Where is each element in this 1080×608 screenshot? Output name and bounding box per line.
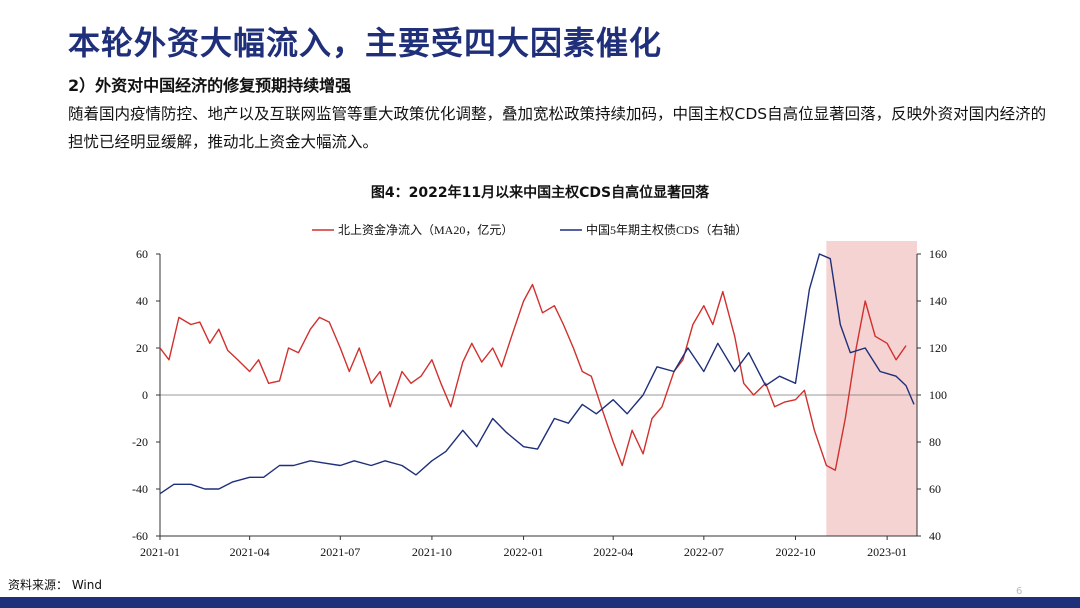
y-right-tick-label: 120 bbox=[929, 341, 947, 355]
y-left-tick-label: 40 bbox=[136, 294, 148, 308]
x-tick-label: 2021-07 bbox=[320, 545, 360, 559]
legend-label: 北上资金净流入（MA20，亿元） bbox=[338, 222, 513, 237]
footer-bar bbox=[0, 597, 1080, 608]
section-subtitle: 2）外资对中国经济的修复预期持续增强 bbox=[68, 76, 352, 95]
x-tick-label: 2022-01 bbox=[504, 545, 544, 559]
x-tick-label: 2021-04 bbox=[230, 545, 270, 559]
figure-title: 图4：2022年11月以来中国主权CDS自高位显著回落 bbox=[370, 185, 710, 201]
y-left-tick-label: 60 bbox=[136, 247, 148, 261]
x-tick-label: 2021-01 bbox=[140, 545, 180, 559]
page-number: 6 bbox=[1016, 586, 1023, 597]
body-paragraph: 随着国内疫情防控、地产以及互联网监管等重大政策优化调整，叠加宽松政策持续加码，中… bbox=[68, 105, 1047, 151]
y-left-tick-label: -60 bbox=[132, 529, 148, 543]
y-left-tick-label: 0 bbox=[142, 388, 148, 402]
data-source: 资料来源： Wind bbox=[8, 578, 102, 592]
y-right-tick-label: 160 bbox=[929, 247, 947, 261]
x-tick-label: 2021-10 bbox=[412, 545, 452, 559]
y-left-tick-label: 20 bbox=[136, 341, 148, 355]
x-tick-label: 2023-01 bbox=[867, 545, 907, 559]
series-line-cds bbox=[159, 253, 915, 495]
y-right-tick-label: 40 bbox=[929, 529, 941, 543]
y-right-tick-label: 60 bbox=[929, 482, 941, 496]
series-line-northbound-flow bbox=[159, 283, 907, 471]
x-tick-label: 2022-10 bbox=[775, 545, 815, 559]
y-left-tick-label: -20 bbox=[132, 435, 148, 449]
y-left-tick-label: -40 bbox=[132, 482, 148, 496]
x-tick-label: 2022-07 bbox=[684, 545, 724, 559]
y-right-tick-label: 140 bbox=[929, 294, 947, 308]
slide-title: 本轮外资大幅流入，主要受四大因素催化 bbox=[68, 24, 663, 62]
highlight-band bbox=[826, 241, 917, 536]
y-right-tick-label: 80 bbox=[929, 435, 941, 449]
x-tick-label: 2022-04 bbox=[593, 545, 633, 559]
legend-label: 中国5年期主权债CDS（右轴） bbox=[586, 222, 747, 237]
y-right-tick-label: 100 bbox=[929, 388, 947, 402]
